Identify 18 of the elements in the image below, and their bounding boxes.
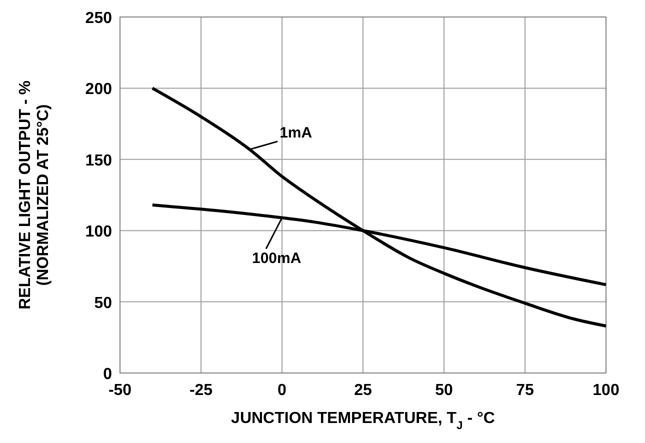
x-tick-label: 100 (592, 382, 620, 399)
y-tick-label: 250 (85, 10, 112, 27)
x-axis-title: JUNCTION TEMPERATURE, T$_{J}$ - °C (231, 410, 496, 432)
legend-label: 100mA (252, 250, 302, 267)
x-tick-label: 75 (516, 382, 534, 399)
x-tick-label: -50 (108, 382, 132, 399)
x-tick-label: 0 (278, 382, 287, 399)
y-tick-label: 50 (94, 294, 112, 312)
y-axis-title: RELATIVE LIGHT OUTPUT - % (NORMALIZED AT 25°C) (17, 80, 52, 310)
y-tick-label: 100 (85, 224, 112, 241)
y-tick-label: 200 (85, 81, 112, 98)
line-series (150, 86, 608, 328)
y-tick-label: 150 (85, 152, 112, 170)
series-label: 1mA (280, 124, 312, 142)
y-tick-label: 0 (103, 366, 112, 383)
x-tick-label: 25 (354, 382, 372, 399)
x-tick-label: 50 (435, 382, 453, 399)
x-tick-label: -25 (189, 382, 213, 399)
